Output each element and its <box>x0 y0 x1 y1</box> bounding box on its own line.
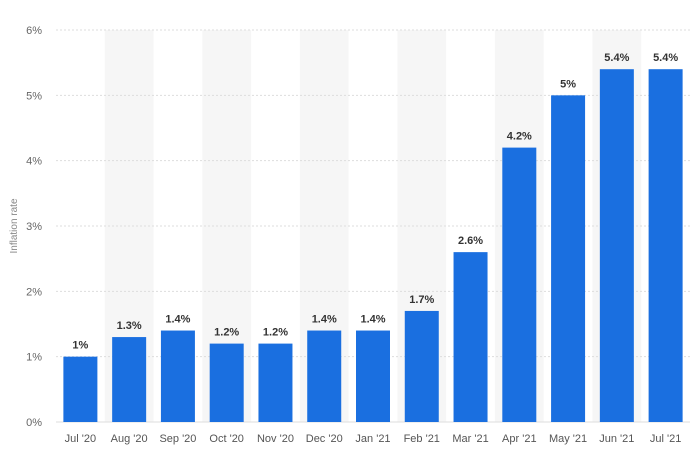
bar-value-label: 1.3% <box>117 320 142 332</box>
bar-value-label: 1.4% <box>165 314 190 326</box>
x-tick-label: Aug '20 <box>111 433 148 445</box>
bar-value-label: 5.4% <box>604 52 629 64</box>
y-tick-label: 0% <box>26 417 42 429</box>
bar-value-label: 1.7% <box>409 294 434 306</box>
bar-value-label: 1.4% <box>360 314 385 326</box>
y-tick-label: 5% <box>26 90 42 102</box>
y-axis-title: Inflation rate <box>9 198 20 253</box>
y-tick-label: 4% <box>26 156 42 168</box>
bar[interactable] <box>307 330 342 422</box>
bar[interactable] <box>63 356 98 422</box>
bar[interactable] <box>160 330 195 422</box>
bar-value-label: 1% <box>72 340 88 352</box>
x-tick-label: Apr '21 <box>502 433 537 445</box>
bar-value-label: 2.6% <box>458 235 483 247</box>
bar[interactable] <box>258 343 293 422</box>
x-tick-label: Jul '20 <box>65 433 96 445</box>
y-tick-label: 1% <box>26 352 42 364</box>
bar[interactable] <box>404 310 439 422</box>
bar[interactable] <box>209 343 244 422</box>
bar-value-label: 1.2% <box>263 327 288 339</box>
y-tick-label: 6% <box>26 25 42 37</box>
bar-value-label: 5% <box>560 78 576 90</box>
bar[interactable] <box>551 95 586 422</box>
y-tick-label: 3% <box>26 221 42 233</box>
x-tick-label: Dec '20 <box>306 433 343 445</box>
x-tick-label: Mar '21 <box>452 433 488 445</box>
bar-value-label: 1.4% <box>312 314 337 326</box>
x-tick-label: Jun '21 <box>599 433 634 445</box>
bar[interactable] <box>112 337 147 422</box>
y-axis-ticks: 0% 1% 2% 3% 4% 5% 6% <box>26 25 42 429</box>
x-tick-label: Oct '20 <box>209 433 244 445</box>
x-tick-label: Nov '20 <box>257 433 294 445</box>
bar[interactable] <box>453 252 488 422</box>
x-tick-label: May '21 <box>549 433 587 445</box>
data-labels: 1% 1.3% 1.4% 1.2% 1.2% 1.4% 1.4% 1.7% 2.6% 4.2% 5%… <box>72 52 678 351</box>
bar[interactable] <box>502 147 537 422</box>
bar-value-label: 5.4% <box>653 52 678 64</box>
x-tick-label: Sep '20 <box>159 433 196 445</box>
y-tick-label: 2% <box>26 286 42 298</box>
bar-value-label: 4.2% <box>507 131 532 143</box>
x-tick-label: Feb '21 <box>404 433 440 445</box>
bar-value-label: 1.2% <box>214 327 239 339</box>
x-tick-label: Jan '21 <box>355 433 390 445</box>
bar[interactable] <box>648 69 683 422</box>
bar[interactable] <box>599 69 634 422</box>
x-axis-ticks: Jul '20 Aug '20 Sep '20 Oct '20 Nov '20 Dec '… <box>65 433 682 445</box>
x-tick-label: Jul '21 <box>650 433 681 445</box>
bar[interactable] <box>356 330 390 422</box>
bars <box>63 69 683 422</box>
